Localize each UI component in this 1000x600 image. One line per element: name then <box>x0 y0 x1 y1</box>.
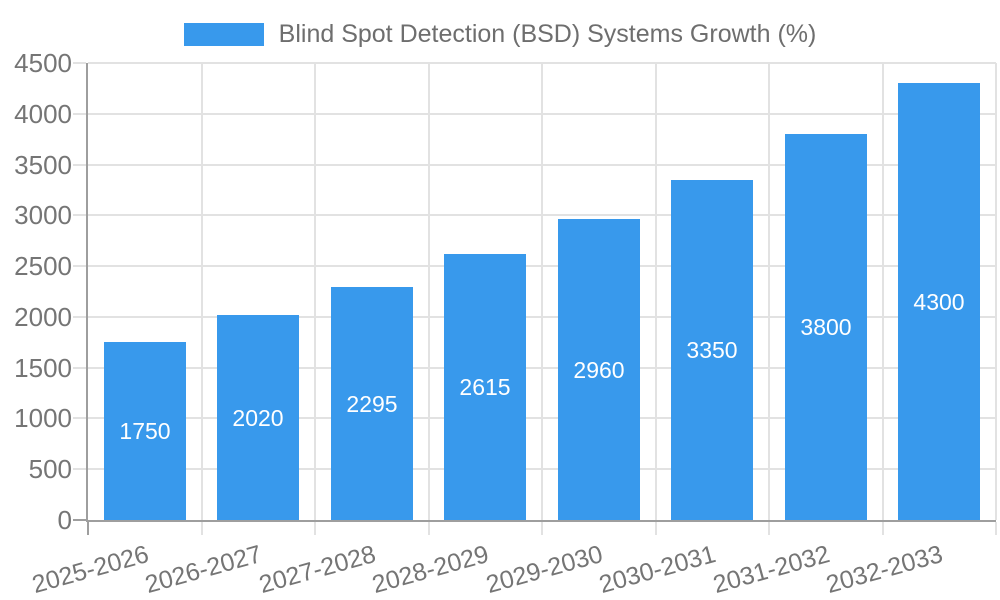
x-axis-tick <box>768 522 770 535</box>
y-tick-label: 1000 <box>14 403 72 433</box>
y-tick-label: 4500 <box>14 48 72 78</box>
x-axis-tick <box>428 522 430 535</box>
x-axis-tick <box>995 522 997 535</box>
bar-2032-2033[interactable]: 4300 <box>898 83 980 520</box>
bar-value-label: 2020 <box>232 404 284 431</box>
y-tick-label: 500 <box>28 454 72 484</box>
y-axis-tick <box>73 164 86 166</box>
x-axis-tick <box>655 522 657 535</box>
y-axis-tick <box>73 265 86 267</box>
bar-2026-2027[interactable]: 2020 <box>217 315 299 520</box>
y-tick-label: 0 <box>57 505 72 535</box>
gridline-vertical <box>882 63 884 520</box>
gridline-vertical <box>428 63 430 520</box>
y-tick-label: 2500 <box>14 251 72 281</box>
x-axis-tick <box>314 522 316 535</box>
bar-2027-2028[interactable]: 2295 <box>331 287 413 520</box>
bar-2031-2032[interactable]: 3800 <box>785 134 867 520</box>
gridline-vertical <box>768 63 770 520</box>
gridline-vertical <box>541 63 543 520</box>
bar-value-label: 2295 <box>346 390 398 417</box>
plot-area: 1750 2020 2295 2615 2960 3350 3800 4300 <box>86 62 997 522</box>
x-tick-label: 2028-2029 <box>369 540 493 599</box>
y-tick-label: 2000 <box>14 302 72 332</box>
x-axis-tick <box>87 522 89 535</box>
bar-value-label: 4300 <box>913 288 965 315</box>
y-axis-tick <box>73 214 86 216</box>
legend-label: Blind Spot Detection (BSD) Systems Growt… <box>278 20 817 48</box>
y-axis-tick <box>73 113 86 115</box>
gridline-vertical <box>655 63 657 520</box>
bar-2028-2029[interactable]: 2615 <box>444 254 526 520</box>
y-axis-tick <box>73 519 86 521</box>
gridline-vertical <box>201 63 203 520</box>
y-tick-label: 1500 <box>14 353 72 383</box>
x-tick-label: 2031-2032 <box>710 540 834 599</box>
bar-value-label: 3800 <box>800 314 852 340</box>
bar-value-label: 2615 <box>459 374 511 400</box>
legend-swatch <box>183 22 264 46</box>
bar-2029-2030[interactable]: 2960 <box>558 219 640 520</box>
bar-value-label: 3350 <box>686 337 738 363</box>
y-axis-tick <box>73 367 86 369</box>
y-axis-tick <box>73 417 86 419</box>
bar-value-label: 2960 <box>573 356 625 383</box>
x-tick-label: 2027-2028 <box>256 540 380 599</box>
y-tick-label: 4000 <box>14 99 72 129</box>
x-axis-tick <box>201 522 203 535</box>
legend-item[interactable]: Blind Spot Detection (BSD) Systems Growt… <box>0 21 1000 47</box>
y-axis-tick <box>73 468 86 470</box>
y-tick-label: 3000 <box>14 200 72 230</box>
y-tick-label: 3500 <box>14 150 72 180</box>
x-tick-label: 2029-2030 <box>483 540 607 599</box>
y-axis-tick <box>73 316 86 318</box>
x-axis-tick <box>541 522 543 535</box>
gridline-vertical <box>995 63 997 520</box>
bar-2030-2031[interactable]: 3350 <box>671 180 753 520</box>
x-tick-label: 2032-2033 <box>823 540 947 599</box>
x-axis-tick <box>882 522 884 535</box>
bar-2025-2026[interactable]: 1750 <box>104 342 186 520</box>
y-axis-tick <box>73 62 86 64</box>
x-tick-label: 2026-2027 <box>142 540 266 599</box>
x-tick-label: 2030-2031 <box>596 540 720 599</box>
gridline-vertical <box>314 63 316 520</box>
x-tick-label: 2025-2026 <box>29 540 153 599</box>
bar-value-label: 1750 <box>119 418 171 444</box>
